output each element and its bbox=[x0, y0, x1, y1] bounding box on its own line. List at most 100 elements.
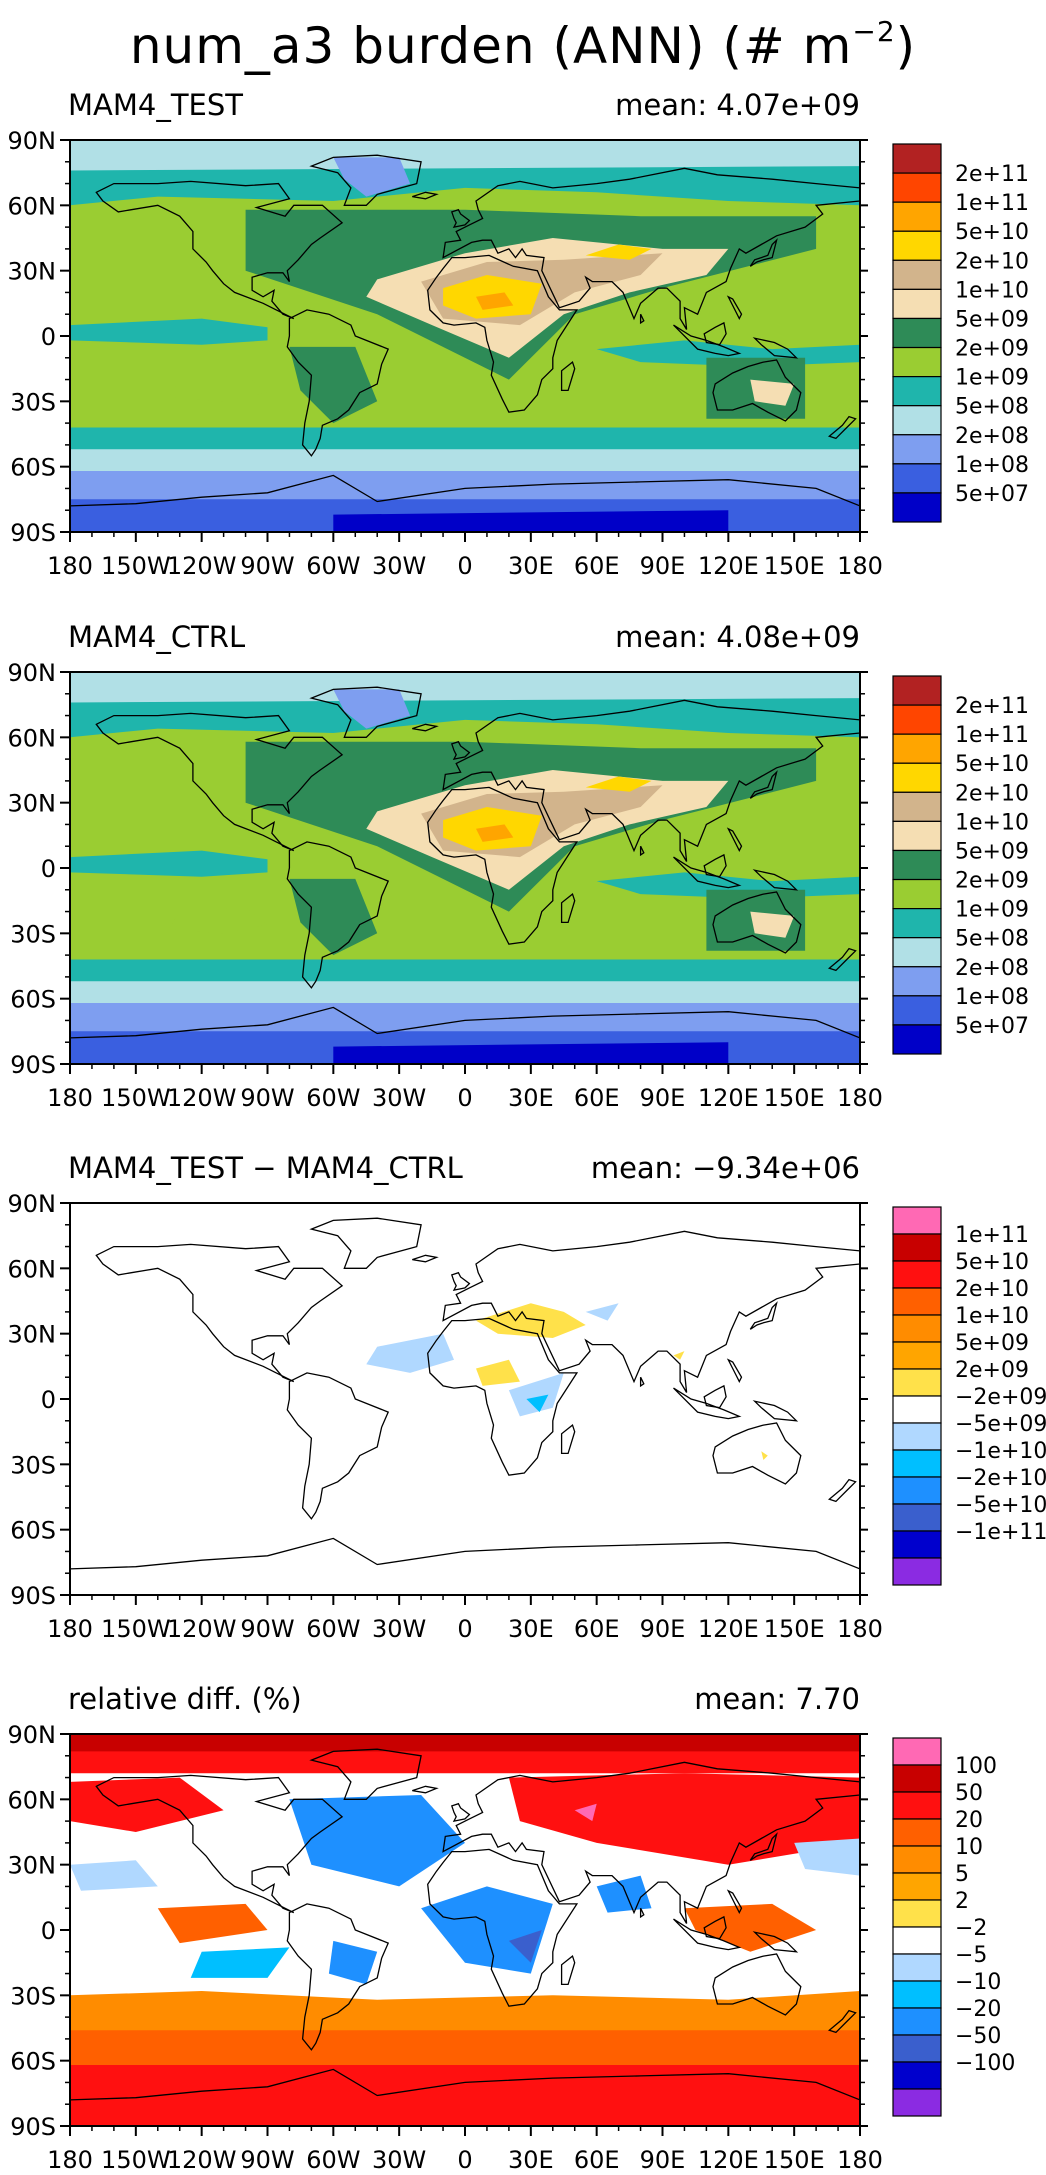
colorbar-box bbox=[892, 1395, 942, 1424]
field-region bbox=[168, 907, 268, 934]
colorbar-label: 1e+11 bbox=[955, 723, 1029, 748]
coastline-borneo bbox=[703, 1915, 727, 1940]
coastline-philippines bbox=[726, 1358, 743, 1384]
field-region bbox=[70, 318, 268, 345]
field-region bbox=[190, 1947, 290, 1978]
field-region bbox=[750, 911, 795, 938]
field-region bbox=[289, 1795, 465, 1887]
panel-2-title: MAM4_CTRL bbox=[68, 620, 246, 654]
colorbar-label: 2e+11 bbox=[955, 694, 1029, 719]
coastline-africa bbox=[427, 1317, 579, 1476]
panel-1-title: MAM4_TEST bbox=[68, 88, 243, 122]
coastline-antarctica bbox=[70, 2068, 860, 2126]
coastline-eurasia bbox=[442, 167, 860, 330]
colorbar-box bbox=[892, 492, 942, 523]
coastline-north-america bbox=[95, 180, 344, 320]
colorbar-label: −20 bbox=[955, 1997, 1001, 2022]
colorbar-box bbox=[892, 1764, 942, 1793]
colorbar-label: 1e+10 bbox=[955, 810, 1029, 835]
x-tick-label: 150E bbox=[764, 1615, 825, 1643]
x-tick-label: 150E bbox=[764, 2146, 825, 2174]
y-tick-label: 60N bbox=[8, 192, 57, 220]
x-tick-label: 90E bbox=[640, 1615, 686, 1643]
colorbar-label: 5e+10 bbox=[955, 752, 1029, 777]
colorbar-box bbox=[892, 1737, 942, 1766]
y-tick-label: 60S bbox=[10, 986, 56, 1014]
colorbar-label: −2e+09 bbox=[955, 1385, 1046, 1410]
colorbar-box bbox=[892, 733, 942, 764]
x-tick-label: 180 bbox=[837, 1615, 883, 1643]
y-tick-label: 90S bbox=[10, 1582, 56, 1610]
x-tick-label: 60W bbox=[306, 552, 360, 580]
y-tick-label: 30S bbox=[10, 1982, 56, 2010]
coastline-madagascar bbox=[560, 1424, 576, 1455]
x-tick-label: 30E bbox=[508, 552, 554, 580]
coastline-eurasia bbox=[442, 1230, 860, 1393]
colorbar-label: 1e+09 bbox=[955, 898, 1029, 923]
x-tick-label: 60E bbox=[574, 2146, 620, 2174]
colorbar-box bbox=[892, 1926, 942, 1955]
coastline-africa bbox=[427, 254, 579, 413]
x-tick-label: 30W bbox=[372, 1615, 426, 1643]
colorbar-box bbox=[892, 1530, 942, 1559]
colorbar-box bbox=[892, 434, 942, 465]
colorbar-label: −5 bbox=[955, 1943, 987, 1968]
field-region bbox=[289, 878, 378, 956]
colorbar-label: 1e+08 bbox=[955, 453, 1029, 478]
coastline-japan bbox=[749, 238, 778, 267]
y-tick-label: 30S bbox=[10, 1451, 56, 1479]
colorbar-label: 1e+08 bbox=[955, 985, 1029, 1010]
field-region bbox=[333, 1042, 729, 1064]
colorbar-box bbox=[892, 1206, 942, 1235]
colorbar-label: 5 bbox=[955, 1862, 969, 1887]
colorbar-label: 50 bbox=[955, 1781, 983, 1806]
y-tick-label: 60S bbox=[10, 2048, 56, 2076]
x-tick-label: 150E bbox=[764, 1084, 825, 1112]
colorbar-label: 1e+09 bbox=[955, 366, 1029, 391]
coastline-uk bbox=[450, 1271, 471, 1292]
panel-3-title: MAM4_TEST − MAM4_CTRL bbox=[68, 1151, 463, 1185]
field-region bbox=[585, 776, 652, 792]
coastline-philippines bbox=[726, 1889, 743, 1915]
field-region bbox=[673, 1351, 685, 1360]
x-tick-label: 60E bbox=[574, 552, 620, 580]
colorbar-box bbox=[892, 346, 942, 378]
colorbar-label: 1e+11 bbox=[955, 191, 1029, 216]
coastline-greenland bbox=[309, 1217, 422, 1269]
colorbar-box bbox=[892, 1368, 942, 1397]
colorbar-label: 2e+10 bbox=[955, 1277, 1029, 1302]
colorbar-box bbox=[892, 995, 942, 1026]
coastline-indonesia bbox=[673, 1387, 742, 1420]
coastline-new-zealand bbox=[827, 1478, 857, 1503]
coastline-greenland bbox=[309, 686, 422, 738]
colorbar-box bbox=[892, 317, 942, 349]
panel-3-mean: mean: −9.34e+06 bbox=[590, 1151, 860, 1185]
coastline-north-america bbox=[95, 1774, 344, 1914]
x-tick-label: 120E bbox=[698, 1615, 759, 1643]
coastline-sri-lanka bbox=[639, 1907, 645, 1919]
coastline-south-america bbox=[286, 309, 390, 457]
field-region bbox=[476, 1303, 586, 1338]
field-region bbox=[476, 292, 514, 310]
colorbar-box bbox=[892, 849, 942, 881]
x-tick-label: 0 bbox=[457, 2146, 472, 2174]
coastline-sri-lanka bbox=[639, 313, 645, 325]
x-tick-label: 0 bbox=[457, 552, 472, 580]
colorbar-label: −100 bbox=[955, 2051, 1015, 2076]
field-region bbox=[366, 1333, 454, 1373]
colorbar-box bbox=[892, 1314, 942, 1343]
field-region bbox=[585, 244, 652, 260]
field-region bbox=[70, 1991, 860, 2031]
colorbar-label: 2e+08 bbox=[955, 956, 1029, 981]
coastline-iceland bbox=[412, 723, 439, 732]
panel-2-mean: mean: 4.08e+09 bbox=[615, 620, 860, 654]
colorbar-box bbox=[892, 1233, 942, 1262]
colorbar-box bbox=[892, 937, 942, 968]
colorbar-label: 5e+07 bbox=[955, 482, 1029, 507]
coastline-new-guinea bbox=[752, 337, 799, 359]
x-tick-label: 120W bbox=[167, 1615, 237, 1643]
x-tick-label: 90W bbox=[240, 1084, 294, 1112]
colorbar-box bbox=[892, 1422, 942, 1451]
colorbar-label: −5e+09 bbox=[955, 1412, 1046, 1437]
